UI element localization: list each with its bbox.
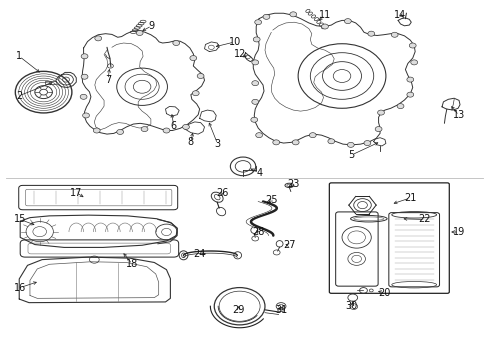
Text: 26: 26 xyxy=(216,188,228,198)
Circle shape xyxy=(95,36,102,41)
Circle shape xyxy=(163,128,169,133)
Text: 21: 21 xyxy=(403,193,416,203)
Text: 4: 4 xyxy=(256,168,262,178)
Text: 13: 13 xyxy=(452,111,464,121)
Circle shape xyxy=(189,55,196,60)
Text: 29: 29 xyxy=(232,305,244,315)
Text: 14: 14 xyxy=(394,10,406,20)
Circle shape xyxy=(396,104,403,109)
Circle shape xyxy=(182,125,189,130)
Circle shape xyxy=(406,77,413,82)
Text: 11: 11 xyxy=(318,10,330,20)
Circle shape xyxy=(272,140,279,145)
Circle shape xyxy=(377,110,384,115)
Circle shape xyxy=(172,41,179,45)
Text: 3: 3 xyxy=(214,139,220,149)
Text: 27: 27 xyxy=(283,240,295,250)
Text: 20: 20 xyxy=(378,288,390,298)
Text: 15: 15 xyxy=(14,215,26,224)
Text: 30: 30 xyxy=(345,301,357,311)
Circle shape xyxy=(197,73,203,78)
Circle shape xyxy=(117,130,123,134)
Text: 31: 31 xyxy=(274,305,286,315)
Text: 2: 2 xyxy=(16,91,22,101)
Text: 10: 10 xyxy=(228,37,241,47)
Text: 8: 8 xyxy=(187,138,194,147)
Circle shape xyxy=(254,20,261,25)
Circle shape xyxy=(344,19,350,24)
Text: 16: 16 xyxy=(14,283,26,293)
Circle shape xyxy=(253,37,260,42)
Circle shape xyxy=(251,99,258,104)
Circle shape xyxy=(292,140,299,145)
Text: 17: 17 xyxy=(70,188,82,198)
Circle shape xyxy=(251,81,258,86)
Circle shape xyxy=(309,133,316,138)
Circle shape xyxy=(327,139,334,144)
Circle shape xyxy=(80,94,87,99)
Circle shape xyxy=(390,32,397,37)
Text: 5: 5 xyxy=(348,150,354,160)
Text: 22: 22 xyxy=(418,215,430,224)
Circle shape xyxy=(321,24,328,29)
Circle shape xyxy=(410,60,417,65)
Circle shape xyxy=(255,133,262,138)
Text: 12: 12 xyxy=(234,49,246,59)
Text: 7: 7 xyxy=(104,75,111,85)
Circle shape xyxy=(346,142,353,147)
Text: 28: 28 xyxy=(251,227,264,237)
Circle shape xyxy=(141,127,148,132)
Circle shape xyxy=(289,12,296,17)
Circle shape xyxy=(251,60,258,65)
Circle shape xyxy=(363,140,370,145)
Text: 9: 9 xyxy=(148,21,155,31)
Text: 18: 18 xyxy=(126,259,138,269)
Text: 24: 24 xyxy=(193,248,205,258)
Text: 23: 23 xyxy=(286,179,299,189)
Circle shape xyxy=(250,117,257,122)
Circle shape xyxy=(82,113,89,118)
Circle shape xyxy=(93,128,100,133)
Circle shape xyxy=(408,43,415,48)
Circle shape xyxy=(263,14,269,19)
Circle shape xyxy=(374,127,381,132)
Text: 19: 19 xyxy=(452,227,464,237)
Circle shape xyxy=(367,31,374,36)
Circle shape xyxy=(81,74,88,79)
Circle shape xyxy=(81,54,88,59)
Text: 6: 6 xyxy=(170,121,177,131)
Circle shape xyxy=(406,92,413,97)
Circle shape xyxy=(192,91,199,96)
Circle shape xyxy=(136,31,143,36)
Text: 25: 25 xyxy=(265,195,278,205)
Text: 1: 1 xyxy=(16,51,22,61)
